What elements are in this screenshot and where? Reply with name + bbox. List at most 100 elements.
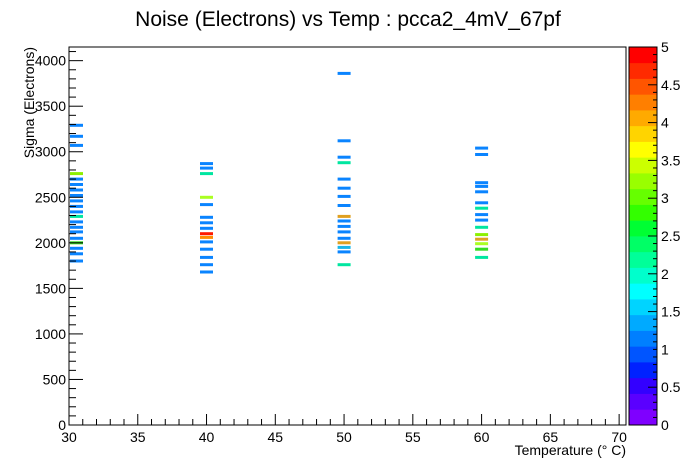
heatmap-bin — [337, 230, 351, 234]
z-tick-label: 1.5 — [661, 304, 681, 320]
color-scale-segment — [629, 283, 657, 300]
heatmap-bin — [475, 181, 489, 185]
y-tick-label: 4000 — [35, 53, 66, 69]
heatmap-bin — [200, 247, 213, 251]
heatmap-bin — [337, 204, 351, 207]
color-scale-segment — [629, 204, 657, 221]
y-tick-label: 1000 — [35, 326, 66, 342]
x-tick-label: 60 — [474, 429, 490, 445]
bins-layer — [70, 71, 489, 274]
y-tick-label: 2500 — [35, 189, 66, 205]
y-tick-label: 3000 — [35, 144, 66, 160]
z-tick-label: 0 — [661, 417, 669, 433]
heatmap-bin — [70, 204, 83, 208]
heatmap-bin — [70, 246, 83, 250]
heatmap-bin — [70, 177, 83, 181]
heatmap-bin — [475, 146, 489, 150]
color-scale-segment — [629, 267, 657, 284]
z-tick-label: 5 — [661, 39, 669, 55]
x-tick-label: 40 — [199, 429, 215, 445]
color-scale-segment — [629, 409, 657, 426]
x-tick-label: 65 — [543, 429, 559, 445]
heatmap-bin — [70, 252, 83, 256]
heatmap-bin — [70, 194, 83, 197]
color-scale-segment — [629, 220, 657, 237]
heatmap-bin — [200, 270, 213, 274]
heatmap-bin — [337, 186, 351, 190]
x-tick-label: 45 — [268, 429, 284, 445]
x-tick-label: 50 — [336, 429, 352, 445]
z-tick-label: 4 — [661, 115, 669, 131]
x-tick-label: 30 — [61, 429, 77, 445]
heatmap-bin — [337, 155, 351, 159]
color-scale-segment — [629, 173, 657, 190]
heatmap-bin — [475, 233, 489, 237]
z-tick-label: 3 — [661, 190, 669, 206]
heatmap-bin — [475, 201, 489, 205]
z-tick-label: 0.5 — [661, 379, 681, 395]
color-scale-segment — [629, 346, 657, 363]
x-axis: 30 35 40 45 50 55 60 65 70 — [61, 414, 627, 445]
color-scale-segment — [629, 314, 657, 331]
heatmap-bin — [70, 220, 83, 224]
heatmap-bin — [70, 230, 83, 234]
heatmap-bin — [70, 236, 83, 240]
x-tick-label: 55 — [405, 429, 421, 445]
z-tick-label: 4.5 — [661, 77, 681, 93]
y-tick-label: 2000 — [35, 235, 66, 251]
heatmap-bin — [337, 250, 351, 254]
y-axis-label: Sigma (Electrons) — [21, 47, 37, 158]
color-scale-segment — [629, 188, 657, 205]
heatmap-bin — [200, 232, 213, 236]
heatmap-bin — [337, 219, 351, 223]
heatmap-bin — [200, 221, 213, 225]
heatmap-bin — [337, 194, 351, 198]
heatmap-bin — [475, 255, 489, 259]
heatmap-bin — [337, 241, 351, 245]
heatmap-bin — [475, 225, 489, 229]
heatmap-bin — [200, 215, 213, 219]
heatmap-bin — [70, 143, 83, 147]
heatmap-bin — [475, 190, 489, 194]
color-scale-segment — [629, 393, 657, 410]
heatmap-bin — [70, 214, 83, 218]
chart-title: Noise (Electrons) vs Temp : pcca2_4mV_67… — [135, 8, 561, 31]
color-scale: 0 0.5 1 1.5 2 2.5 3 3.5 4 4.5 5 — [628, 39, 681, 433]
heatmap-bin — [200, 226, 213, 230]
color-scale-segment — [629, 377, 657, 394]
heatmap-bin — [475, 242, 489, 246]
heatmap-bin — [200, 240, 213, 244]
color-scale-segment — [629, 141, 657, 158]
heatmap-bin — [475, 218, 489, 222]
z-tick-label: 2.5 — [661, 228, 681, 244]
heatmap-bin — [337, 71, 351, 75]
color-scale-segment — [629, 62, 657, 79]
x-tick-label: 35 — [130, 429, 146, 445]
x-axis-label: Temperature (° C) — [515, 442, 626, 458]
heatmap-bin — [70, 123, 83, 127]
heatmap-bin — [337, 161, 351, 165]
color-scale-segment — [629, 236, 657, 253]
heatmap-bin — [475, 153, 489, 156]
y-tick-label: 1500 — [35, 280, 66, 296]
heatmap-bin — [200, 263, 213, 267]
heatmap-bin — [70, 134, 83, 138]
heatmap-bin — [200, 195, 213, 199]
heatmap-bin — [200, 203, 213, 207]
color-scale-segment — [629, 78, 657, 95]
y-tick-label: 3500 — [35, 98, 66, 114]
heatmap-bin — [200, 162, 213, 166]
heatmap-bin — [200, 235, 213, 239]
heatmap-bin — [475, 247, 489, 251]
heatmap-bin — [70, 172, 83, 176]
y-tick-label: 500 — [43, 371, 67, 387]
color-scale-segment — [629, 362, 657, 379]
z-tick-label: 3.5 — [661, 152, 681, 168]
heatmap-bin — [475, 237, 489, 241]
plot-area — [68, 46, 627, 426]
heatmap-bin — [200, 172, 213, 176]
heatmap-bin — [70, 259, 83, 263]
heatmap-bin — [70, 183, 83, 186]
color-scale-segment — [629, 94, 657, 111]
